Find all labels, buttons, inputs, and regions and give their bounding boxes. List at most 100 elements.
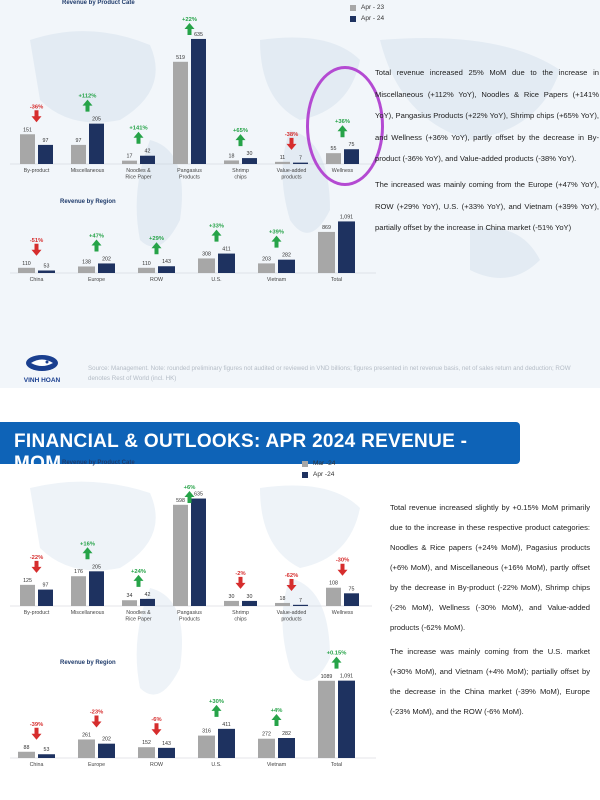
bar-curr [293,162,308,164]
arrow-up-icon [271,235,282,248]
data-label: 152 [142,740,151,746]
arrow-shape [184,23,195,35]
bar-curr [140,598,155,606]
data-label: 308 [202,251,211,257]
data-label: 635 [194,32,203,38]
change-label: +36% [335,119,350,125]
legend-swatch [302,471,308,478]
data-label: 1,091 [340,214,353,220]
data-label: 11 [280,155,286,161]
data-label: 411 [222,247,230,253]
bar-curr [98,263,115,273]
category-label: Wellness [332,168,354,174]
data-label: 202 [102,256,111,262]
bar-prev [138,267,155,273]
data-label: 53 [44,263,50,269]
arrow-down-icon [31,243,42,256]
arrow-shape [235,134,246,147]
category-label: Pangasius [177,610,202,616]
data-label: 30 [247,594,253,600]
data-label: 143 [162,741,171,747]
data-label: 282 [282,253,291,259]
category-label: products [281,175,302,181]
arrow-shape [271,714,282,727]
arrow-shape [235,576,246,589]
bar-prev [173,504,188,606]
category-label: Miscellaneous [71,610,105,616]
logo-name: VINH HOAN [23,377,61,384]
data-label: 282 [282,731,291,737]
category-label: ROW [150,762,163,768]
arrow-up-icon [211,704,222,717]
bar-curr [338,680,355,758]
fish-logo-icon [26,355,58,371]
change-label: -6% [151,717,161,723]
arrow-down-icon [151,723,162,736]
section-header-title: FINANCIAL & OUTLOOKS: APR 2024 REVENUE -… [14,431,468,474]
bar-prev [20,584,35,606]
category-label: China [30,762,44,768]
bar-curr [218,253,235,273]
category-label: Rice Paper [125,175,151,181]
bar-curr [191,38,206,165]
bar-curr [344,149,359,164]
bar-curr [158,747,175,758]
data-label: 598 [176,498,185,504]
commentary-paragraph: The increased was mainly coming from the… [375,179,599,233]
product-mom-chart: 125 97 By-product -22% 176 205 Miscellaneous +1… [10,485,372,623]
arrow-shape [91,239,102,252]
arrow-shape [331,656,342,669]
arrow-shape [91,715,102,728]
legend-swatch [302,460,308,467]
legend-label: Apr - 23 [361,4,385,11]
section-header: FINANCIAL & OUTLOOKS: APR 2024 REVENUE -… [0,422,520,474]
arrow-shape [151,723,162,736]
change-label: -38% [285,132,299,138]
arrow-up-icon [133,574,144,587]
arrow-down-icon [31,560,42,573]
data-label: 205 [92,117,101,123]
data-label: 97 [43,583,49,589]
legend: Mar -24 Apr -24 [302,458,335,480]
arrow-down-icon [235,576,246,589]
arrow-shape [82,99,93,112]
arrow-up-icon [82,547,93,560]
bar-prev [18,751,35,758]
arrow-up-icon [211,229,222,242]
legend-swatch [350,4,356,11]
legend-label: Mar -24 [313,460,336,467]
data-label: 75 [349,586,355,592]
bar-curr [140,155,155,164]
change-label: +22% [182,17,197,23]
bar-curr [191,498,206,606]
arrow-shape [133,574,144,587]
change-label: -51% [30,238,44,244]
data-label: 869 [322,225,331,231]
bar-curr [242,600,257,606]
bar-curr [38,144,53,164]
bar-prev [18,267,35,273]
arrow-shape [337,563,348,576]
arrow-down-icon [31,727,42,740]
legend-item-prev: Mar -24 [302,458,335,469]
category-label: ROW [150,277,163,283]
data-label: 7 [299,156,302,162]
bar-prev [224,160,239,164]
arrow-down-icon [337,563,348,576]
bar-prev [275,161,290,164]
category-label: Noodles & [126,168,151,174]
data-label: 108 [329,581,338,587]
category-label: Total [331,762,342,768]
bar-prev [78,266,95,273]
mom-panel: FINANCIAL & OUTLOOKS: APR 2024 REVENUE -… [0,388,600,800]
arrow-shape [31,110,42,123]
arrow-up-icon [133,131,144,144]
arrow-shape [31,560,42,573]
category-label: By-product [24,168,50,174]
region-mom-chart: 88 53 China -39% 261 202 Europe -23% 152 143 ROW -6… [10,651,376,768]
data-label: 30 [247,151,253,157]
data-label: 125 [23,578,32,584]
bar-curr [98,743,115,758]
category-label: Vietnam [267,762,287,768]
legend-swatch [350,15,356,22]
